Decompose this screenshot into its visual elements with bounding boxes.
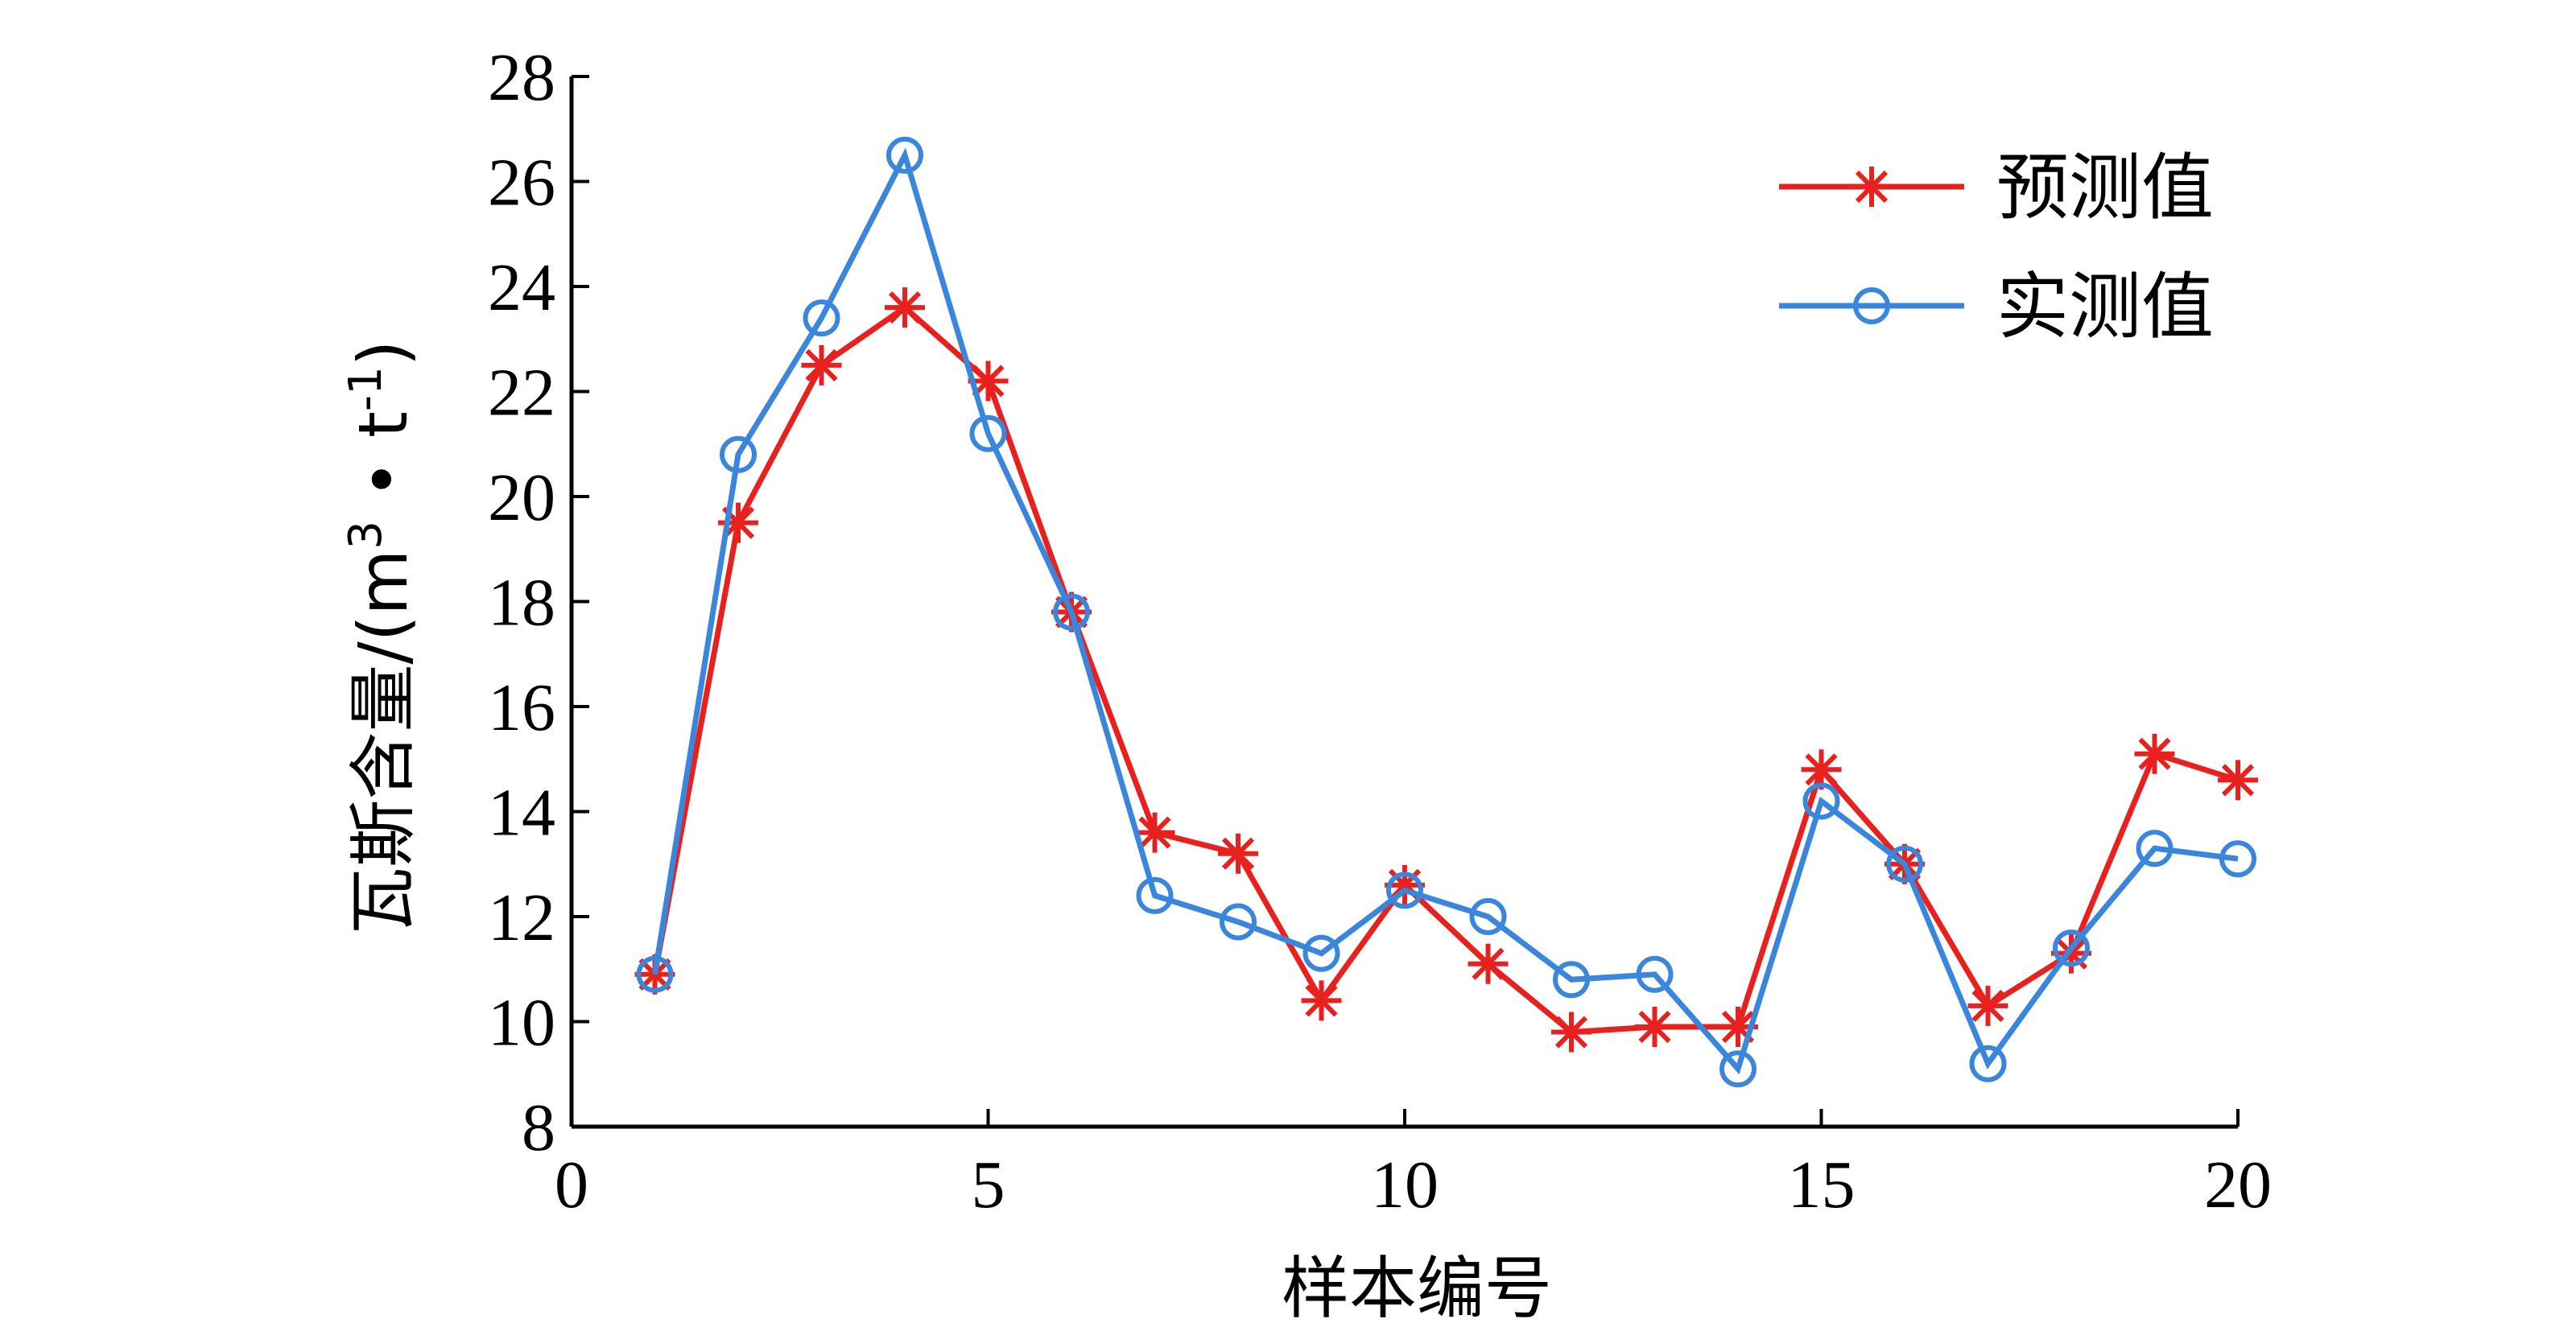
data-point bbox=[968, 361, 1009, 402]
x-tick-label: 15 bbox=[1788, 1148, 1856, 1222]
y-tick-label: 24 bbox=[488, 250, 555, 325]
data-point bbox=[969, 414, 1007, 452]
legend-marker-glyph bbox=[1852, 167, 1892, 207]
data-point bbox=[1053, 593, 1090, 631]
x-tick-label: 0 bbox=[555, 1148, 588, 1222]
y-tick-label: 10 bbox=[488, 986, 555, 1061]
y-axis-title-sup-neg1: -1 bbox=[340, 366, 392, 411]
data-point bbox=[2218, 760, 2258, 801]
x-axis-title: 样本编号 bbox=[1282, 1249, 1552, 1323]
data-point bbox=[1386, 872, 1423, 909]
legend-item-measured: 实测值 bbox=[1779, 265, 2214, 349]
y-tick-label: 20 bbox=[488, 460, 555, 535]
series-measured bbox=[636, 136, 2256, 1088]
legend-item-predicted: 预测值 bbox=[1779, 146, 2214, 230]
data-point bbox=[1801, 749, 1842, 790]
y-axis-title-sup-3: 3 bbox=[340, 521, 392, 550]
x-ticks: 0 5 10 15 20 bbox=[555, 1109, 2272, 1222]
y-axis-title-dot-t: • t bbox=[344, 411, 423, 521]
series-layer bbox=[634, 136, 2258, 1088]
axes: 8 10 12 14 16 18 20 22 24 26 28 0 5 10 15 20 bbox=[488, 40, 2272, 1222]
y-tick-label: 14 bbox=[488, 776, 555, 851]
y-ticks: 8 10 12 14 16 18 20 22 24 26 28 bbox=[488, 40, 589, 1165]
legend: 预测值 实测值 bbox=[1779, 146, 2214, 349]
data-point bbox=[1634, 1007, 1675, 1048]
y-tick-label: 22 bbox=[488, 356, 555, 431]
data-point bbox=[1302, 934, 1340, 972]
y-tick-label: 18 bbox=[488, 566, 555, 641]
y-tick-label: 26 bbox=[488, 146, 555, 220]
data-point bbox=[2053, 929, 2090, 967]
data-point bbox=[1220, 903, 1257, 941]
data-point bbox=[1553, 961, 1590, 999]
legend-marker-predicted bbox=[1852, 167, 1892, 207]
y-tick-label: 12 bbox=[488, 880, 555, 955]
data-point bbox=[885, 287, 925, 328]
legend-marker-glyph bbox=[1853, 287, 1890, 324]
legend-marker-measured bbox=[1853, 287, 1890, 324]
series-line bbox=[652, 303, 2240, 1036]
series-line bbox=[652, 147, 2239, 1075]
data-point bbox=[636, 955, 674, 993]
data-point bbox=[1719, 1050, 1757, 1088]
data-point bbox=[1969, 1045, 2007, 1082]
legend-label-predicted: 预测值 bbox=[1996, 146, 2214, 230]
data-point bbox=[801, 344, 842, 385]
data-point bbox=[1134, 812, 1175, 853]
y-axis-title-main: 瓦斯含量/(m bbox=[344, 550, 423, 935]
data-point bbox=[2219, 840, 2256, 878]
data-point bbox=[1218, 833, 1258, 874]
data-point bbox=[720, 435, 757, 473]
data-point bbox=[1551, 1012, 1591, 1053]
data-point bbox=[1301, 980, 1342, 1021]
x-tick-label: 20 bbox=[2204, 1148, 2272, 1222]
y-axis-title: 瓦斯含量/(m3 • t-1) bbox=[340, 340, 423, 934]
data-point bbox=[1967, 985, 2008, 1026]
data-point bbox=[1802, 782, 1840, 820]
data-point bbox=[803, 299, 840, 337]
x-tick-label: 5 bbox=[972, 1148, 1005, 1222]
data-point bbox=[1636, 955, 1674, 993]
legend-label-measured: 实测值 bbox=[1996, 265, 2214, 349]
data-point bbox=[1469, 898, 1507, 935]
data-point bbox=[2134, 733, 2175, 774]
data-point bbox=[1468, 943, 1509, 984]
y-tick-label: 28 bbox=[488, 40, 555, 115]
y-axis-title-close: ) bbox=[344, 340, 423, 366]
data-point bbox=[886, 136, 923, 174]
data-point bbox=[1136, 876, 1174, 914]
x-tick-label: 10 bbox=[1371, 1148, 1439, 1222]
y-tick-label: 16 bbox=[488, 670, 555, 745]
y-tick-label: 8 bbox=[522, 1090, 555, 1165]
data-point bbox=[2136, 830, 2174, 868]
data-point bbox=[1886, 845, 1923, 883]
series-predicted bbox=[634, 287, 2258, 1053]
